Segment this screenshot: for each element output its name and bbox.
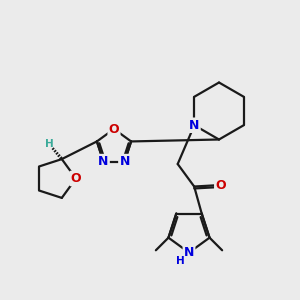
Text: N: N (184, 246, 194, 259)
Text: O: O (215, 178, 226, 191)
Text: N: N (98, 155, 109, 168)
Text: O: O (109, 122, 119, 136)
Text: H: H (45, 139, 54, 149)
Text: N: N (119, 155, 130, 168)
Text: N: N (189, 119, 200, 132)
Text: H: H (176, 256, 184, 266)
Text: O: O (70, 172, 81, 185)
